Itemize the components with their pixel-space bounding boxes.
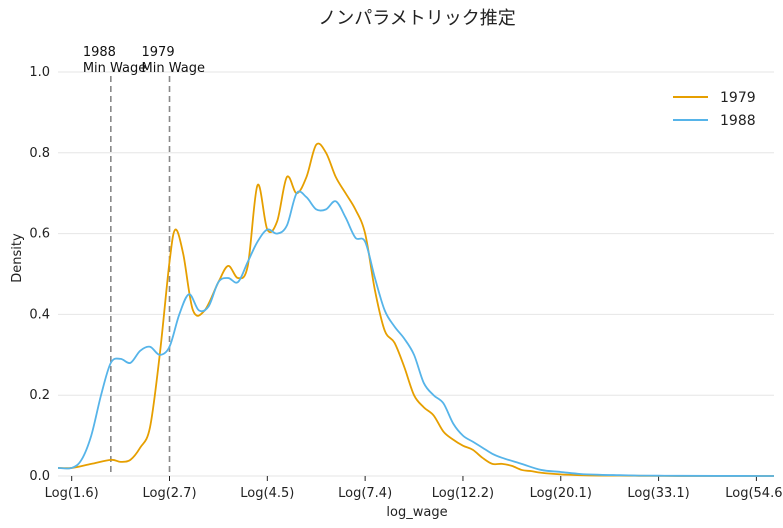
min-wage-label: Min Wage (142, 61, 205, 76)
x-tick-label: Log(33.1) (627, 486, 689, 501)
legend: 1979 1988 (673, 90, 756, 129)
series-lines (57, 142, 775, 477)
x-tick-label: Log(54.6) (725, 486, 783, 501)
x-tick-label: Log(12.2) (432, 486, 494, 501)
x-tick-label: Log(20.1) (530, 486, 592, 501)
min-wage-label: Min Wage (83, 61, 146, 76)
series-line-1988 (57, 190, 775, 477)
y-tick-label: 0.4 (29, 307, 50, 322)
x-tick-label: Log(2.7) (142, 486, 196, 501)
y-tick-label: 0.6 (29, 227, 50, 242)
legend-label: 1988 (720, 113, 756, 129)
legend-label: 1979 (720, 90, 756, 106)
grid-lines (58, 71, 774, 477)
y-tick-label: 0.2 (29, 388, 50, 403)
series-line-1979 (57, 142, 775, 477)
x-axis-label: log_wage (386, 505, 447, 520)
x-tick-label: Log(1.6) (45, 486, 99, 501)
min-wage-label: 1988 (83, 45, 116, 60)
x-tick-label: Log(4.5) (240, 486, 294, 501)
y-tick-label: 0.8 (29, 146, 50, 161)
chart-title: ノンパラメトリック推定 (318, 8, 515, 29)
x-tick-label: Log(7.4) (338, 486, 392, 501)
y-tick-label: 0.0 (29, 469, 50, 484)
min-wage-label: 1979 (142, 45, 175, 60)
y-tick-labels: 0.0 0.2 0.4 0.6 0.8 1.0 (29, 65, 50, 484)
y-tick-label: 1.0 (29, 65, 50, 80)
x-tick-labels: Log(1.6) Log(2.7) Log(4.5) Log(7.4) Log(12.2… (45, 476, 783, 501)
y-axis-label: Density (10, 233, 25, 283)
